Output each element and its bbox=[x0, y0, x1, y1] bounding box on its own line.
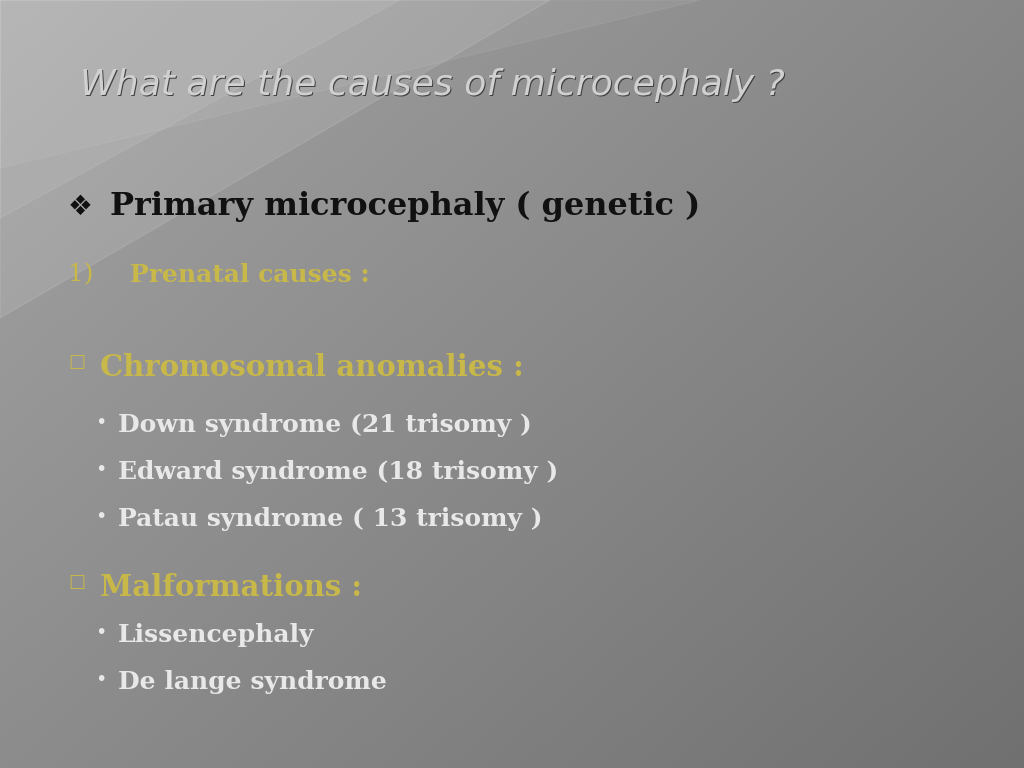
Text: Edward syndrome (18 trisomy ): Edward syndrome (18 trisomy ) bbox=[118, 460, 558, 484]
Text: •: • bbox=[95, 670, 106, 689]
Text: 1): 1) bbox=[68, 263, 93, 286]
Text: •: • bbox=[95, 507, 106, 526]
Polygon shape bbox=[0, 0, 400, 218]
Text: Chromosomal anomalies :: Chromosomal anomalies : bbox=[100, 353, 524, 382]
Text: □: □ bbox=[68, 353, 85, 371]
Text: De lange syndrome: De lange syndrome bbox=[118, 670, 387, 694]
Text: □: □ bbox=[68, 573, 85, 591]
Text: Primary microcephaly ( genetic ): Primary microcephaly ( genetic ) bbox=[110, 191, 700, 222]
Text: Malformations :: Malformations : bbox=[100, 573, 362, 602]
Text: Down syndrome (21 trisomy ): Down syndrome (21 trisomy ) bbox=[118, 413, 531, 437]
Text: Lissencephaly: Lissencephaly bbox=[118, 623, 314, 647]
Text: •: • bbox=[95, 460, 106, 479]
Text: •: • bbox=[95, 413, 106, 432]
Text: Patau syndrome ( 13 trisomy ): Patau syndrome ( 13 trisomy ) bbox=[118, 507, 543, 531]
Text: •: • bbox=[95, 623, 106, 642]
Text: What are the causes of microcephaly ?: What are the causes of microcephaly ? bbox=[81, 69, 785, 103]
Text: Prenatal causes :: Prenatal causes : bbox=[130, 263, 370, 287]
Polygon shape bbox=[0, 0, 700, 168]
Polygon shape bbox=[0, 0, 550, 318]
Text: ❖: ❖ bbox=[68, 193, 93, 221]
Text: What are the causes of microcephaly ?: What are the causes of microcephaly ? bbox=[80, 68, 784, 102]
